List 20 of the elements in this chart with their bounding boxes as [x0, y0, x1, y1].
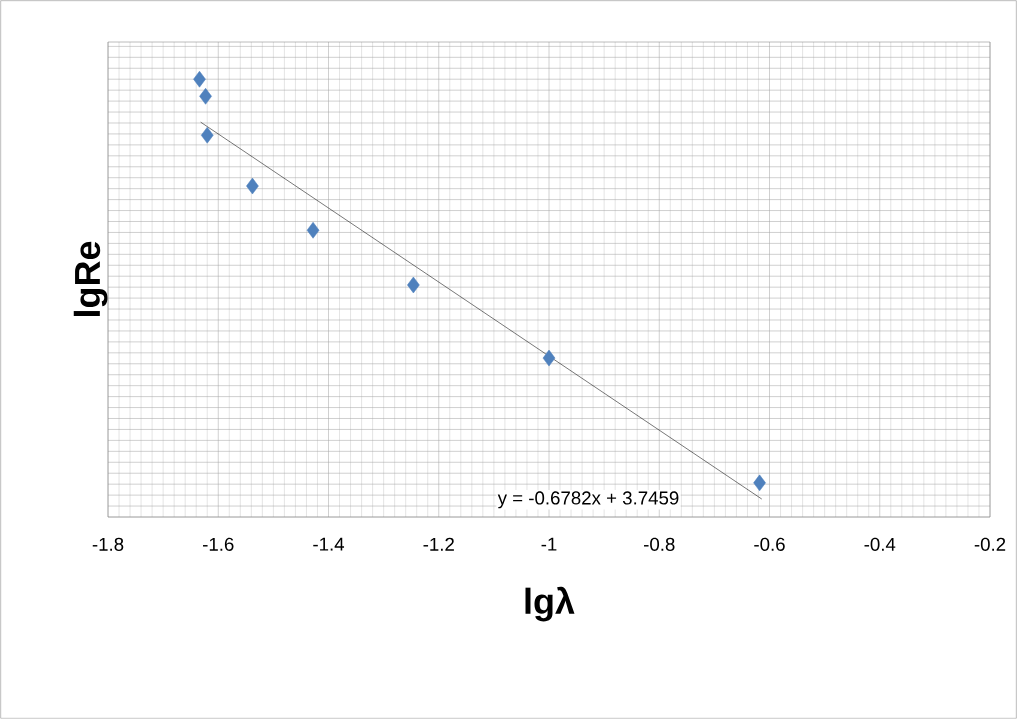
x-tick-label: -1.2 [423, 537, 454, 551]
x-tick-label: -1.4 [313, 537, 345, 551]
y-axis-title: lgRe [73, 241, 108, 316]
point [200, 126, 214, 144]
point [407, 276, 420, 294]
x-tick-label: -0.6 [754, 537, 785, 551]
point [753, 474, 766, 492]
x-tick-label: -0.8 [644, 537, 675, 551]
point [193, 70, 206, 88]
point [542, 349, 556, 367]
point [306, 221, 320, 239]
x-tick-label: -1 [541, 537, 557, 551]
point [246, 177, 259, 195]
point [199, 88, 212, 105]
x-axis-title: lgλ [525, 586, 575, 622]
x-tick-label: -0.2 [974, 537, 1006, 551]
x-tick-label: -1.8 [92, 537, 124, 551]
x-tick-label: -0.4 [864, 537, 896, 551]
x-tick-label: -1.6 [203, 537, 234, 551]
annotation: y = -0.6782x + 3.7459 [497, 491, 679, 509]
